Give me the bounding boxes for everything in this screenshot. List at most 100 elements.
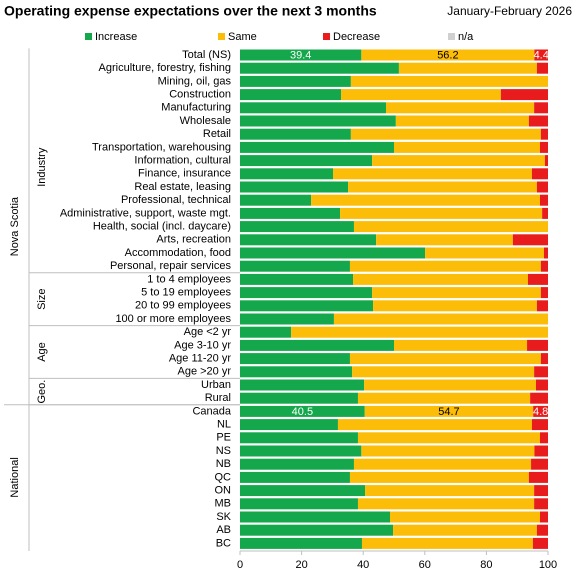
bar-segment [539,511,548,523]
y-tick-label: Mining, oil, gas [158,75,232,87]
y-tick-label: 1 to 4 employees [147,273,231,285]
bar-segment [527,273,548,285]
y-tick-label: Finance, insurance [138,168,231,180]
y-tick-label: Information, cultural [134,155,231,167]
group-label: Age [36,342,48,362]
bar-segment [536,300,548,312]
bar-segment [240,62,399,74]
data-label: 56.2 [437,49,458,61]
bar-segment [240,458,354,470]
bar-segment [361,49,535,61]
y-tick-label: NS [216,445,231,457]
bar-segment [240,75,351,87]
bar-segment [539,141,548,153]
y-tick-label: Age 3-10 yr [174,339,231,351]
legend-label: Decrease [333,31,380,43]
bar-segment [240,392,358,404]
y-tick-label: Rural [205,392,231,404]
bar-segment [240,168,334,180]
bar-segment [534,445,548,457]
bar-segment [240,49,362,61]
bar-segment [540,287,548,299]
data-label: 54.7 [438,406,459,418]
bar-segment [394,141,540,153]
bar-segment [394,339,528,351]
bar-segment [240,194,312,206]
bar-segment [534,49,548,61]
y-tick-label: Construction [169,89,231,101]
bar-segment [333,168,532,180]
bar-segment [536,181,548,193]
bar-segment [534,102,548,114]
bar-segment [352,366,535,378]
y-tick-label: Age 11-20 yr [169,353,232,365]
bar-segment [240,207,341,219]
bar-segment [395,115,529,127]
bar-segment [240,419,338,431]
y-tick-label: 5 to 19 employees [141,287,231,299]
legend-label: Increase [95,31,137,43]
bar-segment [534,485,548,497]
y-tick-label: ON [215,485,232,497]
legend-swatch [218,33,225,40]
bar-segment [348,181,537,193]
y-tick-label: Transportation, warehousing [92,141,231,153]
bar-segment [240,102,386,114]
y-tick-label: NB [216,458,231,470]
y-tick-label: MB [215,498,232,510]
bar-segment [349,353,541,365]
bar-segment [361,537,533,549]
data-label: 39.4 [290,49,311,61]
y-tick-label: NL [217,419,231,431]
bar-segment [385,102,535,114]
bar-segment [240,260,350,272]
bar-segment [532,537,548,549]
x-tick-label: 100 [539,559,557,571]
bar-segment [240,471,350,483]
legend-label: n/a [458,31,474,43]
bar-segment [240,498,358,510]
y-tick-label: 100 or more employees [115,313,231,325]
y-tick-label: Total (NS) [182,49,231,61]
bar-segment [512,234,548,246]
bar-segment [372,287,541,299]
bar-segment [365,485,535,497]
bar-segment [350,75,548,87]
y-tick-label: Administrative, support, waste mgt. [60,207,231,219]
legend-swatch [323,33,330,40]
bar-segment [357,392,531,404]
data-label: 40.5 [292,406,313,418]
group-label: Geo. [36,380,48,404]
y-tick-label: Accommodation, food [125,247,231,259]
bar-segment [398,62,537,74]
bar-segment [528,115,548,127]
bar-segment [534,366,548,378]
y-tick-label: AB [216,524,231,536]
bar-segment [240,405,365,417]
y-tick-label: Real estate, leasing [134,181,231,193]
bar-segment [542,207,548,219]
bar-segment [240,379,365,391]
x-tick-label: 20 [295,559,307,571]
bar-segment [534,498,548,510]
bar-segment [240,485,366,497]
bar-segment [240,524,394,536]
bar-segment [240,155,373,167]
bar-segment [531,419,548,431]
x-tick-label: 60 [419,559,431,571]
bar-segment [527,339,548,351]
bar-segment [350,128,541,140]
bar-segment [240,128,351,140]
y-tick-label: QC [215,471,232,483]
bar-segment [389,511,540,523]
bar-segment [240,366,353,378]
outer-group-label: Nova Scotia [9,196,21,256]
y-tick-label: Retail [203,128,231,140]
bar-segment [240,89,342,101]
y-tick-label: Canada [192,405,231,417]
bar-segment [353,273,528,285]
y-tick-label: Urban [201,379,231,391]
bar-segment [364,405,534,417]
bar-segment [340,207,543,219]
